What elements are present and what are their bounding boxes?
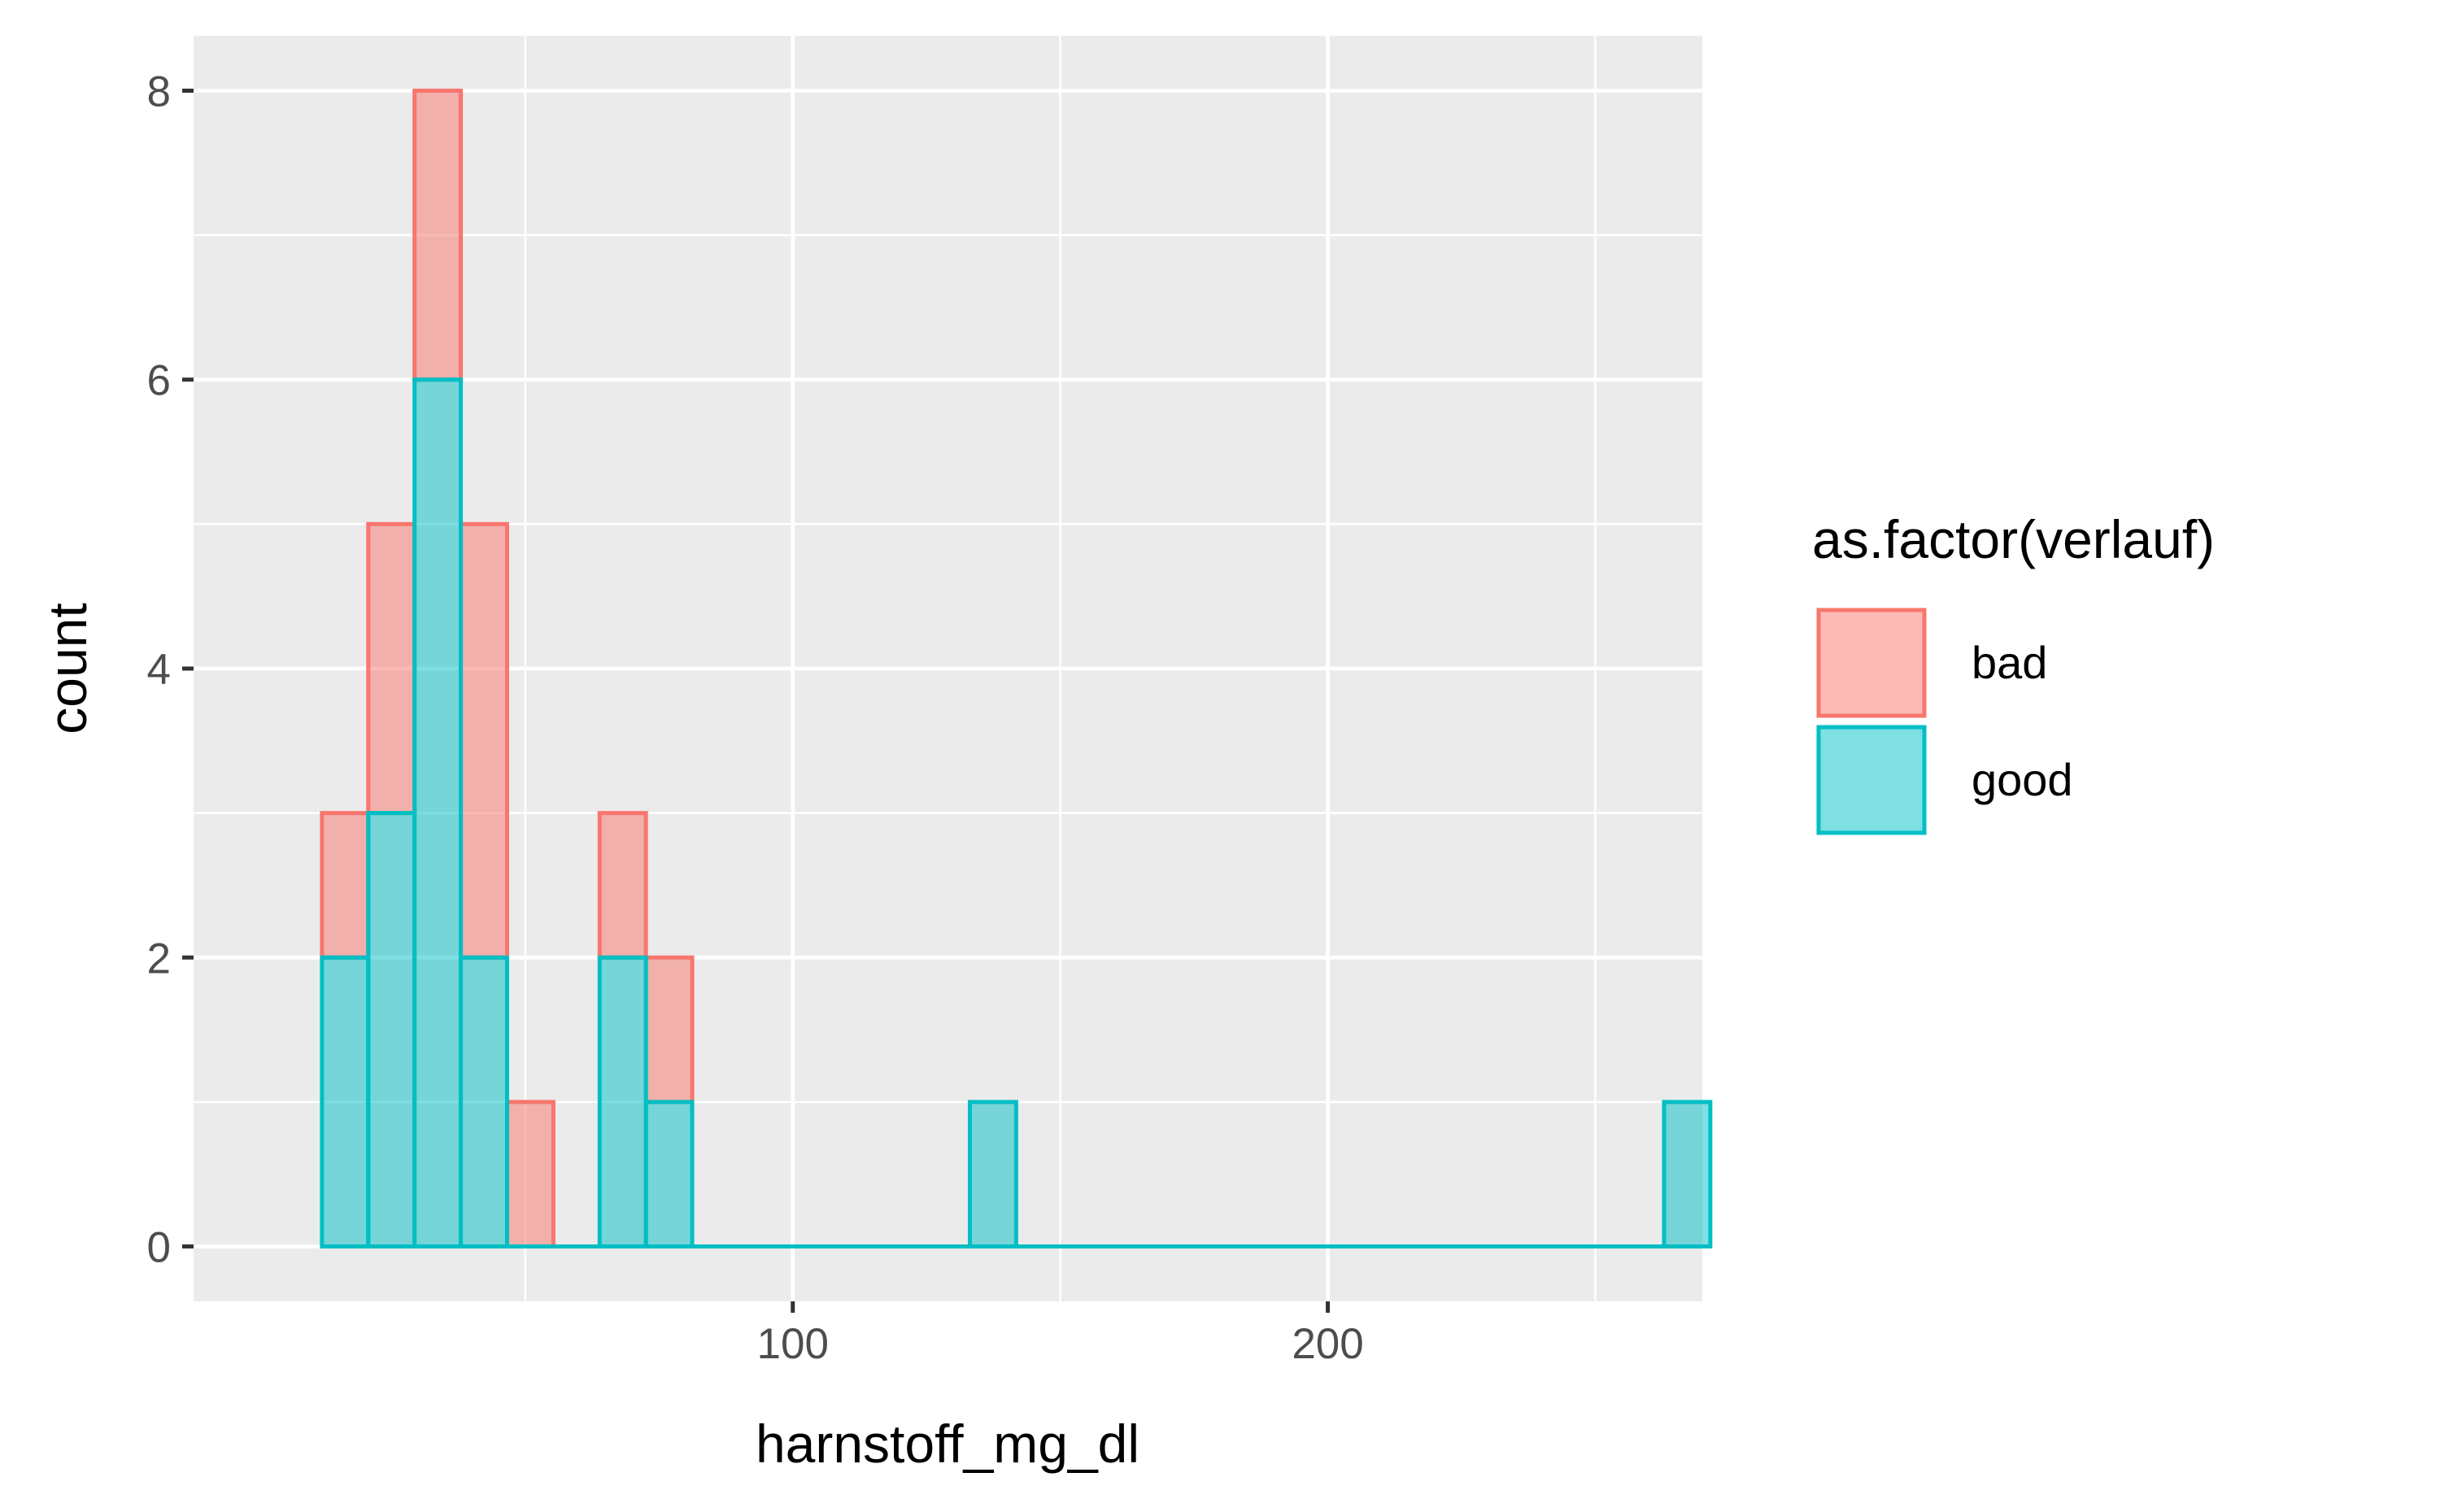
x-tick-label: 100 — [757, 1320, 829, 1368]
y-tick-label: 6 — [147, 357, 171, 405]
legend-items: bad good — [1816, 608, 2073, 835]
bar-good — [643, 1100, 695, 1249]
x-axis-title: harnstoff_mg_dl — [756, 1414, 1139, 1474]
bar-bad — [412, 88, 464, 382]
y-tick-label: 4 — [147, 646, 171, 694]
bar-bad — [643, 955, 695, 1105]
bars — [320, 88, 1713, 1249]
bar-bad — [459, 521, 509, 960]
bar-good — [967, 1100, 1018, 1249]
bar-good — [320, 955, 371, 1249]
bar-good — [1662, 1100, 1713, 1249]
legend-label-bad: bad — [1972, 637, 2047, 688]
bar-bad — [366, 521, 417, 816]
y-tick-label: 2 — [147, 935, 171, 983]
y-tick-label: 0 — [147, 1224, 171, 1272]
legend-key-good — [1816, 725, 1927, 835]
x-axis: 100 200 — [757, 1301, 1364, 1368]
bar-good — [597, 955, 648, 1249]
x-tick-label: 200 — [1292, 1320, 1363, 1368]
y-tick-label: 8 — [147, 68, 171, 115]
bar-bad — [504, 1100, 556, 1249]
y-axis: 0 2 4 6 8 — [147, 68, 194, 1272]
y-axis-title: count — [37, 603, 98, 734]
bar-good — [366, 811, 417, 1249]
bar-good — [412, 377, 464, 1249]
bar-bad — [320, 811, 371, 960]
legend-label-good: good — [1972, 754, 2073, 805]
legend-key-bad — [1816, 608, 1927, 718]
legend: as.factor(verlauf) bad good — [1812, 509, 2215, 835]
bar-bad — [597, 811, 648, 960]
bar-good — [459, 955, 509, 1249]
legend-title: as.factor(verlauf) — [1812, 509, 2215, 569]
